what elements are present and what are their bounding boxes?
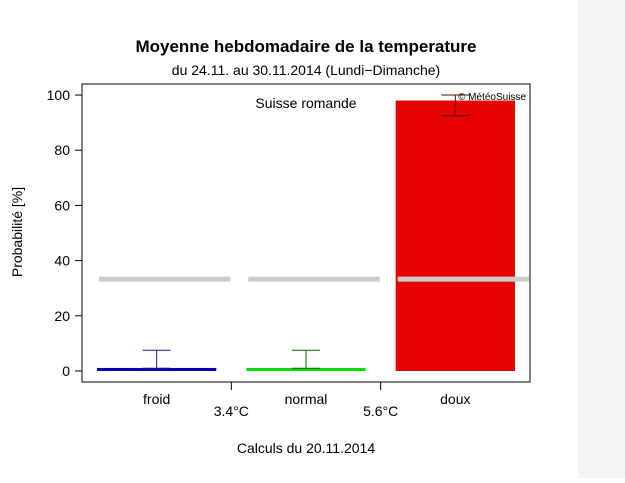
x-category-label-froid: froid (143, 391, 170, 407)
x-threshold-label-1: 3.4°C (214, 403, 249, 419)
chart: Moyenne hebdomadaire de la temperature d… (9, 37, 531, 456)
error-bar-normal (292, 349, 320, 369)
x-category-label-normal: normal (285, 391, 328, 407)
y-tick-label-80: 80 (54, 142, 70, 158)
chart-title: Moyenne hebdomadaire de la temperature (135, 37, 476, 56)
region-label: Suisse romande (255, 95, 356, 111)
footer-label: Calculs du 20.11.2014 (237, 440, 375, 456)
y-axis-label: Probabilité [%] (9, 187, 25, 277)
y-tick-label-20: 20 (54, 308, 70, 324)
bar-froid (97, 367, 217, 371)
x-category-label-doux: doux (440, 391, 470, 407)
y-axis: 0 20 40 60 80 100 (47, 87, 82, 379)
error-bars (142, 94, 470, 369)
side-panel (578, 0, 625, 478)
chart-subtitle: du 24.11. au 30.11.2014 (Lundi−Dimanche) (172, 62, 440, 78)
bar-doux (395, 100, 515, 371)
y-tick-label-60: 60 (54, 197, 70, 213)
y-tick-label-0: 0 (62, 363, 70, 379)
y-tick-label-100: 100 (47, 87, 71, 103)
y-tick-label-40: 40 (54, 253, 70, 269)
bar-normal (246, 367, 366, 371)
chart-area: Moyenne hebdomadaire de la temperature d… (9, 37, 531, 456)
x-threshold-label-2: 5.6°C (363, 403, 398, 419)
bars (97, 100, 515, 371)
x-axis: froid normal doux 3.4°C 5.6°C (143, 382, 471, 419)
plot-frame (81, 83, 531, 383)
copyright-label: © MétéoSuisse (458, 92, 526, 103)
error-bar-doux (441, 94, 470, 117)
error-bar-froid (142, 349, 171, 369)
